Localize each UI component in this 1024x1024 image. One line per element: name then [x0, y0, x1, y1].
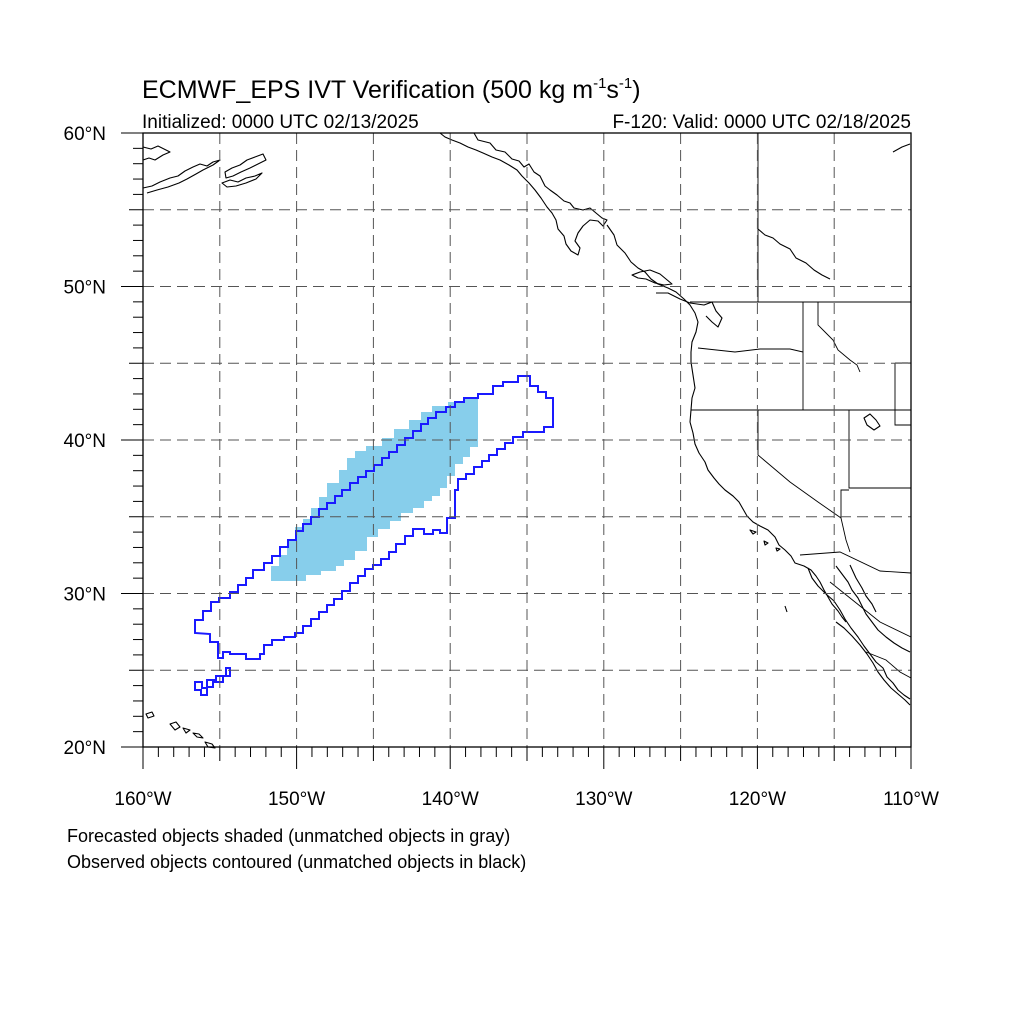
- lon-label: 130°W: [575, 789, 632, 810]
- footer-observed-note: Observed objects contoured (unmatched ob…: [67, 852, 527, 872]
- longitude-labels: 160°W 150°W 140°W 130°W 120°W 110°W: [114, 789, 939, 810]
- lon-label: 150°W: [268, 789, 325, 810]
- observed-ivt-object-contour: [194, 375, 554, 696]
- lon-label: 160°W: [114, 789, 171, 810]
- graticule: [143, 133, 911, 747]
- lat-label: 40°N: [64, 431, 106, 452]
- map-plot-area: [121, 132, 912, 769]
- valid-time-label: F-120: Valid: 0000 UTC 02/18/2025: [612, 112, 911, 133]
- init-time-label: Initialized: 0000 UTC 02/13/2025: [142, 112, 419, 133]
- map-title: ECMWF_EPS IVT Verification (500 kg m-1s-…: [142, 75, 641, 104]
- lon-label: 140°W: [422, 789, 479, 810]
- latitude-labels: 60°N 50°N 40°N 30°N 20°N: [64, 124, 106, 759]
- political-borders: [690, 133, 912, 679]
- lat-label: 30°N: [64, 585, 106, 606]
- footer-forecast-note: Forecasted objects shaded (unmatched obj…: [67, 826, 511, 846]
- lon-label: 120°W: [729, 789, 786, 810]
- lat-label: 50°N: [64, 278, 106, 299]
- lat-label: 20°N: [64, 738, 106, 759]
- lon-label: 110°W: [883, 789, 939, 810]
- axis-ticks: [121, 132, 912, 769]
- forecast-ivt-object: [271, 398, 478, 581]
- lat-label: 60°N: [64, 124, 106, 145]
- coastlines: [142, 132, 911, 749]
